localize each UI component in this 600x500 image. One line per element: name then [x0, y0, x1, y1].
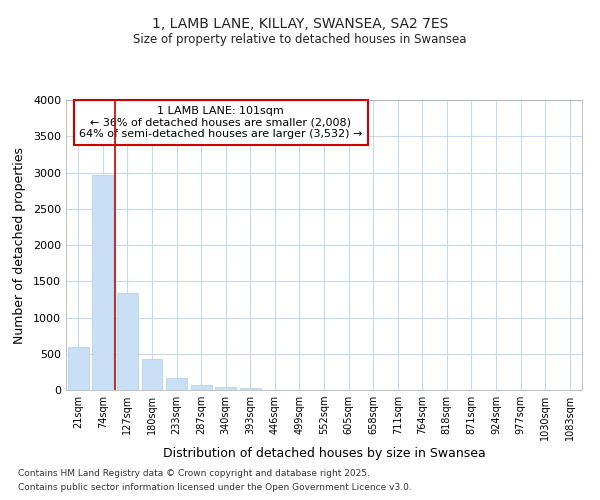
- Text: Contains HM Land Registry data © Crown copyright and database right 2025.: Contains HM Land Registry data © Crown c…: [18, 468, 370, 477]
- X-axis label: Distribution of detached houses by size in Swansea: Distribution of detached houses by size …: [163, 447, 485, 460]
- Bar: [191, 385, 212, 390]
- Y-axis label: Number of detached properties: Number of detached properties: [13, 146, 26, 344]
- Text: Size of property relative to detached houses in Swansea: Size of property relative to detached ho…: [133, 32, 467, 46]
- Text: 1, LAMB LANE, KILLAY, SWANSEA, SA2 7ES: 1, LAMB LANE, KILLAY, SWANSEA, SA2 7ES: [152, 18, 448, 32]
- Bar: [92, 174, 113, 390]
- Bar: [215, 387, 236, 390]
- Bar: [240, 388, 261, 390]
- Bar: [166, 378, 187, 390]
- Text: Contains public sector information licensed under the Open Government Licence v3: Contains public sector information licen…: [18, 484, 412, 492]
- Bar: [142, 359, 163, 390]
- Text: 1 LAMB LANE: 101sqm
← 36% of detached houses are smaller (2,008)
64% of semi-det: 1 LAMB LANE: 101sqm ← 36% of detached ho…: [79, 106, 362, 139]
- Bar: [117, 293, 138, 390]
- Bar: [68, 347, 89, 390]
